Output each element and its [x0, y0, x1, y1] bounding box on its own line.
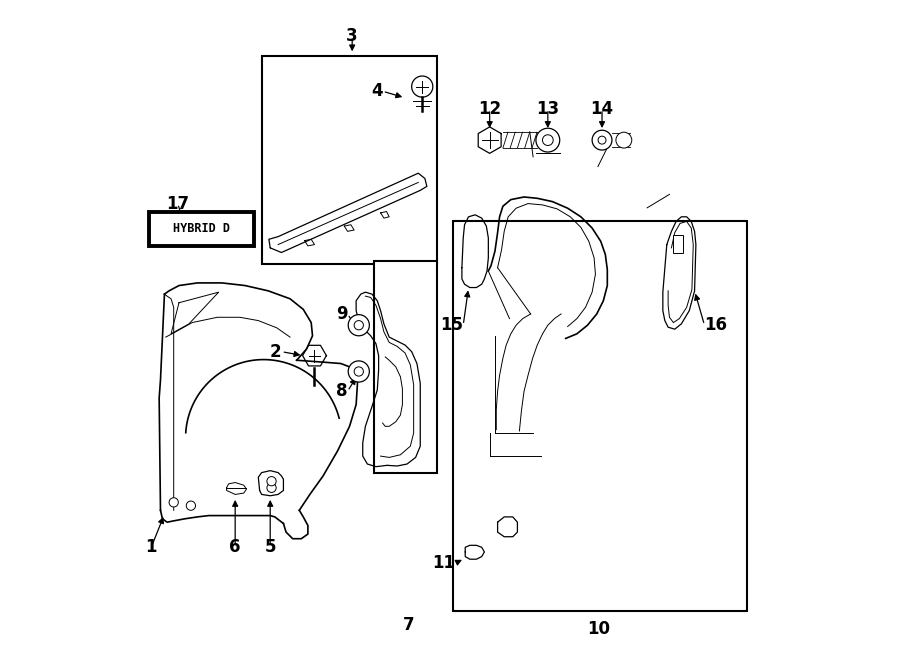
Text: 6: 6 — [230, 538, 241, 557]
Text: 2: 2 — [270, 342, 282, 361]
Polygon shape — [673, 235, 683, 253]
Text: 5: 5 — [265, 538, 276, 557]
Text: 3: 3 — [346, 27, 358, 46]
Text: 12: 12 — [478, 100, 501, 118]
Text: 15: 15 — [440, 316, 464, 334]
FancyBboxPatch shape — [149, 212, 254, 246]
Circle shape — [536, 128, 560, 152]
Circle shape — [616, 132, 632, 148]
Text: HYBRID D: HYBRID D — [173, 222, 230, 235]
Text: 10: 10 — [587, 620, 610, 639]
Text: 14: 14 — [590, 100, 614, 118]
Circle shape — [592, 130, 612, 150]
Circle shape — [598, 136, 606, 144]
Bar — [262, 56, 436, 264]
Circle shape — [355, 321, 364, 330]
Circle shape — [543, 135, 553, 145]
Circle shape — [186, 501, 195, 510]
Circle shape — [267, 483, 276, 492]
Circle shape — [355, 367, 364, 376]
Text: 4: 4 — [371, 82, 382, 100]
Circle shape — [348, 315, 369, 336]
Text: 17: 17 — [166, 194, 189, 213]
Bar — [454, 221, 747, 611]
Text: 7: 7 — [403, 615, 415, 634]
Text: 16: 16 — [705, 316, 727, 334]
Circle shape — [348, 361, 369, 382]
Circle shape — [267, 477, 276, 486]
Circle shape — [411, 76, 433, 97]
Circle shape — [169, 498, 178, 507]
Text: 13: 13 — [536, 100, 560, 118]
Text: 8: 8 — [336, 382, 347, 401]
Text: 1: 1 — [146, 538, 157, 557]
Bar — [374, 261, 436, 473]
Text: 11: 11 — [432, 554, 455, 572]
Text: 9: 9 — [336, 305, 347, 323]
